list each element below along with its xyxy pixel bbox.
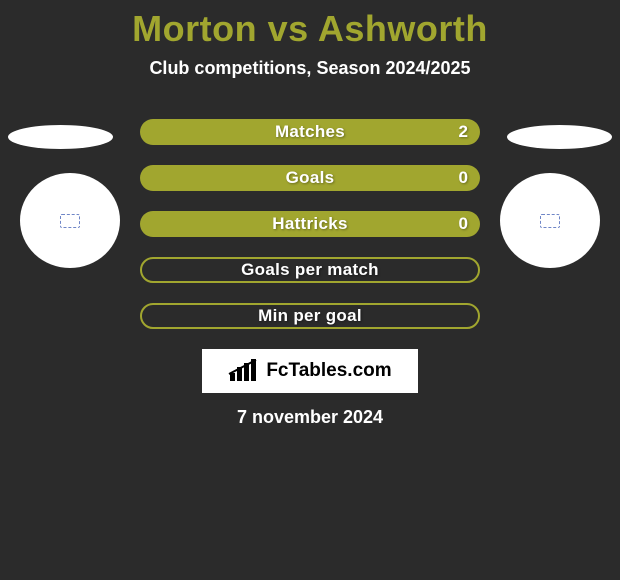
page-title: Morton vs Ashworth (0, 8, 620, 50)
fctables-logo-text: FcTables.com (266, 360, 391, 382)
right-team-circle (500, 173, 600, 268)
date-label: 7 november 2024 (0, 407, 620, 428)
left-ellipse-decoration (8, 125, 113, 149)
stat-value: 0 (459, 214, 468, 234)
stat-row-goals-per-match: Goals per match (140, 257, 480, 283)
stat-value: 2 (459, 122, 468, 142)
right-ellipse-decoration (507, 125, 612, 149)
stat-row-goals: Goals 0 (140, 165, 480, 191)
stat-label: Goals (286, 168, 335, 188)
stat-value: 0 (459, 168, 468, 188)
left-team-circle (20, 173, 120, 268)
stat-label: Goals per match (241, 260, 379, 280)
logo-text-suffix: Tables.com (289, 360, 392, 381)
stat-label: Min per goal (258, 306, 362, 326)
stat-row-hattricks: Hattricks 0 (140, 211, 480, 237)
fctables-bars-icon (228, 359, 262, 383)
fctables-logo-box: FcTables.com (202, 349, 418, 393)
left-team-badge-icon (60, 214, 80, 228)
logo-text-prefix: Fc (266, 360, 288, 381)
page-subtitle: Club competitions, Season 2024/2025 (0, 58, 620, 79)
page-root: Morton vs Ashworth Club competitions, Se… (0, 0, 620, 580)
stat-row-min-per-goal: Min per goal (140, 303, 480, 329)
stat-label: Hattricks (272, 214, 347, 234)
right-team-badge-icon (540, 214, 560, 228)
stats-container: Matches 2 Goals 0 Hattricks 0 Goals per … (140, 119, 480, 329)
stat-label: Matches (275, 122, 345, 142)
stat-row-matches: Matches 2 (140, 119, 480, 145)
